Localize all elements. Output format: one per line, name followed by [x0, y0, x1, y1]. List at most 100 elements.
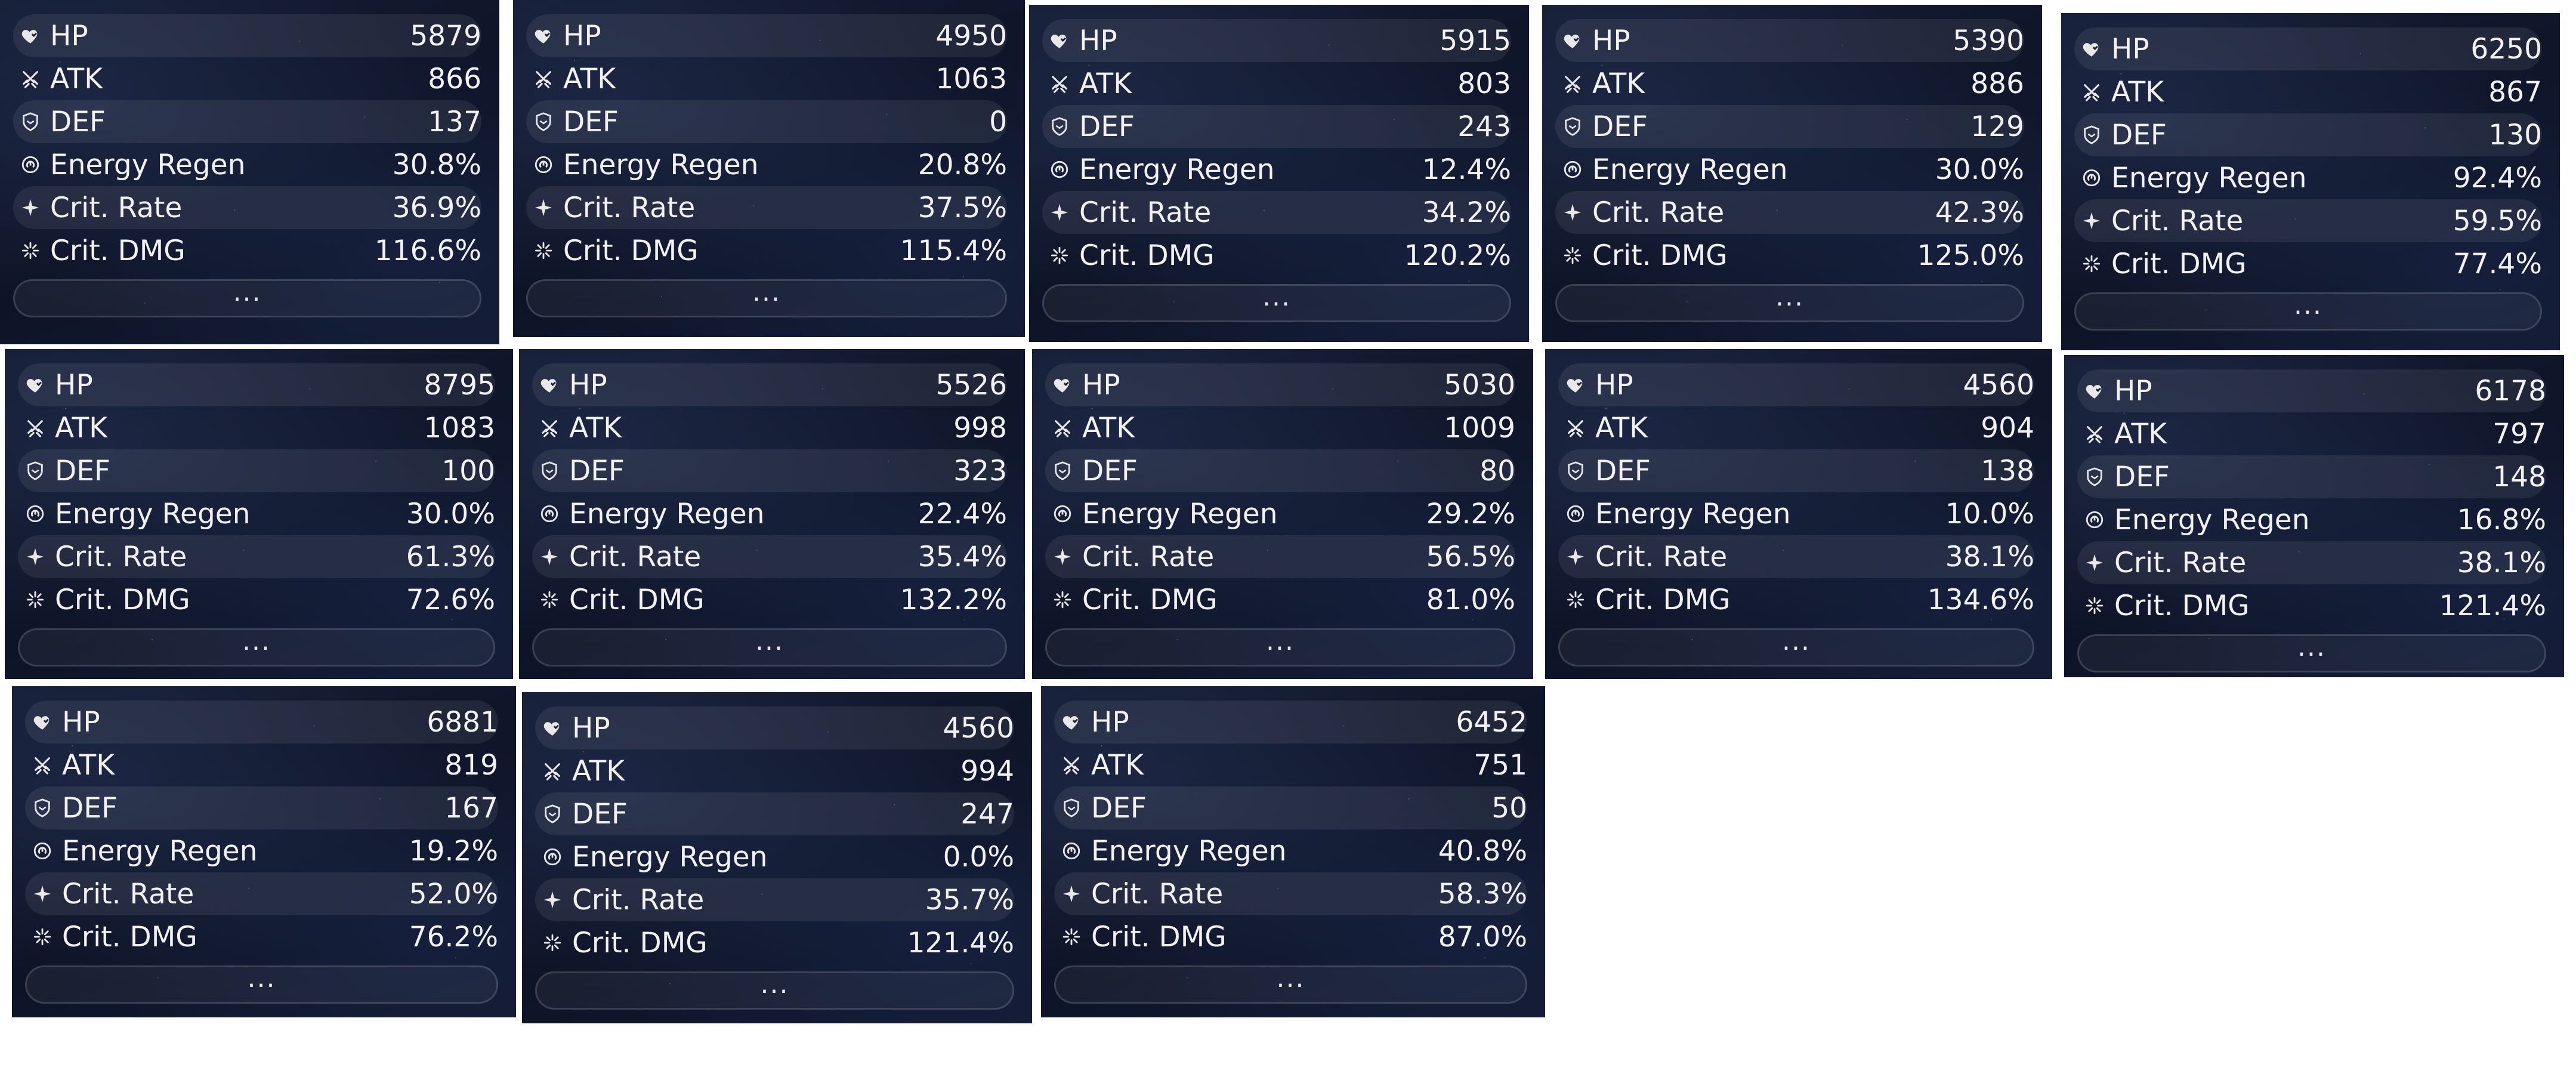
stat-row-atk: ATK 819 [25, 743, 498, 786]
stat-row-crit-rate: Crit. Rate 56.5% [1045, 535, 1515, 578]
stat-value-def: 138 [1981, 454, 2034, 488]
more-button[interactable]: ... [2074, 292, 2542, 331]
stat-label-crit-dmg: Crit. DMG [2111, 247, 2247, 280]
stat-row-hp: HP 8795 [18, 363, 495, 406]
star-icon [1060, 883, 1083, 905]
energy-icon [24, 502, 47, 525]
stat-value-def: 247 [960, 797, 1014, 831]
burst-icon [1561, 244, 1584, 267]
crossed-swords-icon [538, 416, 561, 439]
stat-value-hp: 6250 [2470, 32, 2542, 66]
heart-icon [1561, 29, 1584, 52]
stat-row-hp: HP 4560 [535, 706, 1014, 749]
heart-icon [31, 711, 54, 733]
stat-label-atk: ATK [50, 62, 103, 95]
stat-row-hp: HP 6250 [2074, 27, 2542, 70]
stat-label-crit-rate: Crit. Rate [1592, 196, 1725, 229]
stat-row-crit-dmg: Crit. DMG 72.6% [18, 578, 495, 621]
stat-row-hp: HP 4950 [526, 14, 1007, 57]
stat-value-crit-rate: 37.5% [918, 191, 1007, 224]
more-button[interactable]: ... [2077, 634, 2546, 672]
stat-row-crit-dmg: Crit. DMG 125.0% [1555, 234, 2024, 277]
stat-label-energy-regen: Energy Regen [569, 497, 765, 530]
stat-value-def: 243 [1457, 110, 1511, 143]
stat-value-crit-dmg: 115.4% [900, 234, 1007, 267]
stat-label-crit-rate: Crit. Rate [2111, 204, 2244, 237]
more-button[interactable]: ... [532, 628, 1007, 667]
stat-value-crit-dmg: 121.4% [907, 926, 1014, 959]
stat-label-energy-regen: Energy Regen [572, 840, 768, 874]
stat-value-atk: 904 [1981, 411, 2034, 445]
more-button-label: ... [2294, 290, 2322, 320]
stat-row-crit-dmg: Crit. DMG 87.0% [1054, 915, 1527, 958]
crossed-swords-icon [31, 754, 54, 776]
stat-row-crit-rate: Crit. Rate 35.4% [532, 535, 1007, 578]
stat-label-hp: HP [1079, 24, 1117, 57]
stat-label-crit-rate: Crit. Rate [569, 540, 702, 573]
stat-row-crit-dmg: Crit. DMG 115.4% [526, 229, 1007, 272]
more-button[interactable]: ... [1042, 284, 1511, 322]
more-button-label: ... [760, 969, 789, 999]
stat-label-hp: HP [2114, 374, 2152, 408]
shield-icon [31, 797, 54, 819]
stat-value-def: 80 [1479, 454, 1515, 488]
crossed-swords-icon [1048, 72, 1071, 95]
stat-row-energy-regen: Energy Regen 12.4% [1042, 148, 1511, 191]
stat-label-def: DEF [55, 454, 110, 488]
star-icon [2083, 551, 2106, 574]
shield-icon [24, 459, 47, 482]
stat-value-crit-rate: 59.5% [2453, 204, 2542, 237]
stat-panel: HP 4950 ATK 1063 DEF 0 Energy Regen 20.8% Crit. … [513, 0, 1025, 337]
heart-icon [541, 717, 564, 739]
burst-icon [31, 925, 54, 948]
stat-label-atk: ATK [2111, 75, 2164, 109]
stat-label-energy-regen: Energy Regen [62, 834, 258, 868]
stat-value-energy-regen: 30.0% [1935, 153, 2024, 186]
stat-row-def: DEF 0 [526, 100, 1007, 143]
stat-label-def: DEF [1091, 791, 1147, 825]
more-button[interactable]: ... [13, 279, 481, 317]
more-button[interactable]: ... [1555, 284, 2024, 322]
more-button-label: ... [247, 963, 276, 994]
stat-label-atk: ATK [2114, 417, 2167, 451]
crossed-swords-icon [19, 67, 42, 90]
more-button[interactable]: ... [1045, 628, 1515, 667]
stat-row-crit-dmg: Crit. DMG 132.2% [532, 578, 1007, 621]
more-button[interactable]: ... [526, 279, 1007, 317]
stat-label-crit-rate: Crit. Rate [1082, 540, 1215, 573]
stat-value-energy-regen: 12.4% [1422, 153, 1511, 186]
star-icon [1561, 201, 1584, 224]
stat-label-hp: HP [1595, 368, 1633, 402]
stat-row-energy-regen: Energy Regen 30.0% [18, 492, 495, 535]
crossed-swords-icon [532, 67, 555, 90]
star-icon [1051, 545, 1074, 568]
more-button[interactable]: ... [18, 628, 495, 667]
stat-row-energy-regen: Energy Regen 16.8% [2077, 498, 2546, 541]
stat-row-crit-dmg: Crit. DMG 77.4% [2074, 242, 2542, 285]
stat-row-energy-regen: Energy Regen 92.4% [2074, 156, 2542, 199]
crossed-swords-icon [1564, 416, 1587, 439]
stat-row-def: DEF 138 [1558, 449, 2034, 492]
more-button[interactable]: ... [535, 971, 1014, 1010]
more-button[interactable]: ... [1558, 628, 2034, 667]
stat-value-def: 0 [989, 105, 1007, 138]
stat-row-crit-rate: Crit. Rate 34.2% [1042, 191, 1511, 234]
stat-row-hp: HP 5915 [1042, 19, 1511, 62]
burst-icon [538, 588, 561, 611]
crossed-swords-icon [24, 416, 47, 439]
heart-icon [1564, 374, 1587, 396]
more-button[interactable]: ... [1054, 965, 1527, 1004]
stat-row-crit-dmg: Crit. DMG 116.6% [13, 229, 481, 272]
stat-value-crit-rate: 34.2% [1422, 196, 1511, 229]
energy-icon [1048, 158, 1071, 181]
shield-icon [1564, 459, 1587, 482]
stat-value-energy-regen: 40.8% [1438, 834, 1527, 868]
stat-value-energy-regen: 16.8% [2457, 503, 2546, 536]
more-button[interactable]: ... [25, 965, 498, 1004]
stat-row-hp: HP 6452 [1054, 701, 1527, 743]
stat-value-atk: 751 [1474, 748, 1527, 782]
stat-label-crit-dmg: Crit. DMG [50, 234, 186, 267]
stat-row-crit-rate: Crit. Rate 38.1% [2077, 541, 2546, 584]
stat-value-hp: 4560 [1963, 368, 2034, 402]
stat-row-crit-rate: Crit. Rate 35.7% [535, 878, 1014, 921]
